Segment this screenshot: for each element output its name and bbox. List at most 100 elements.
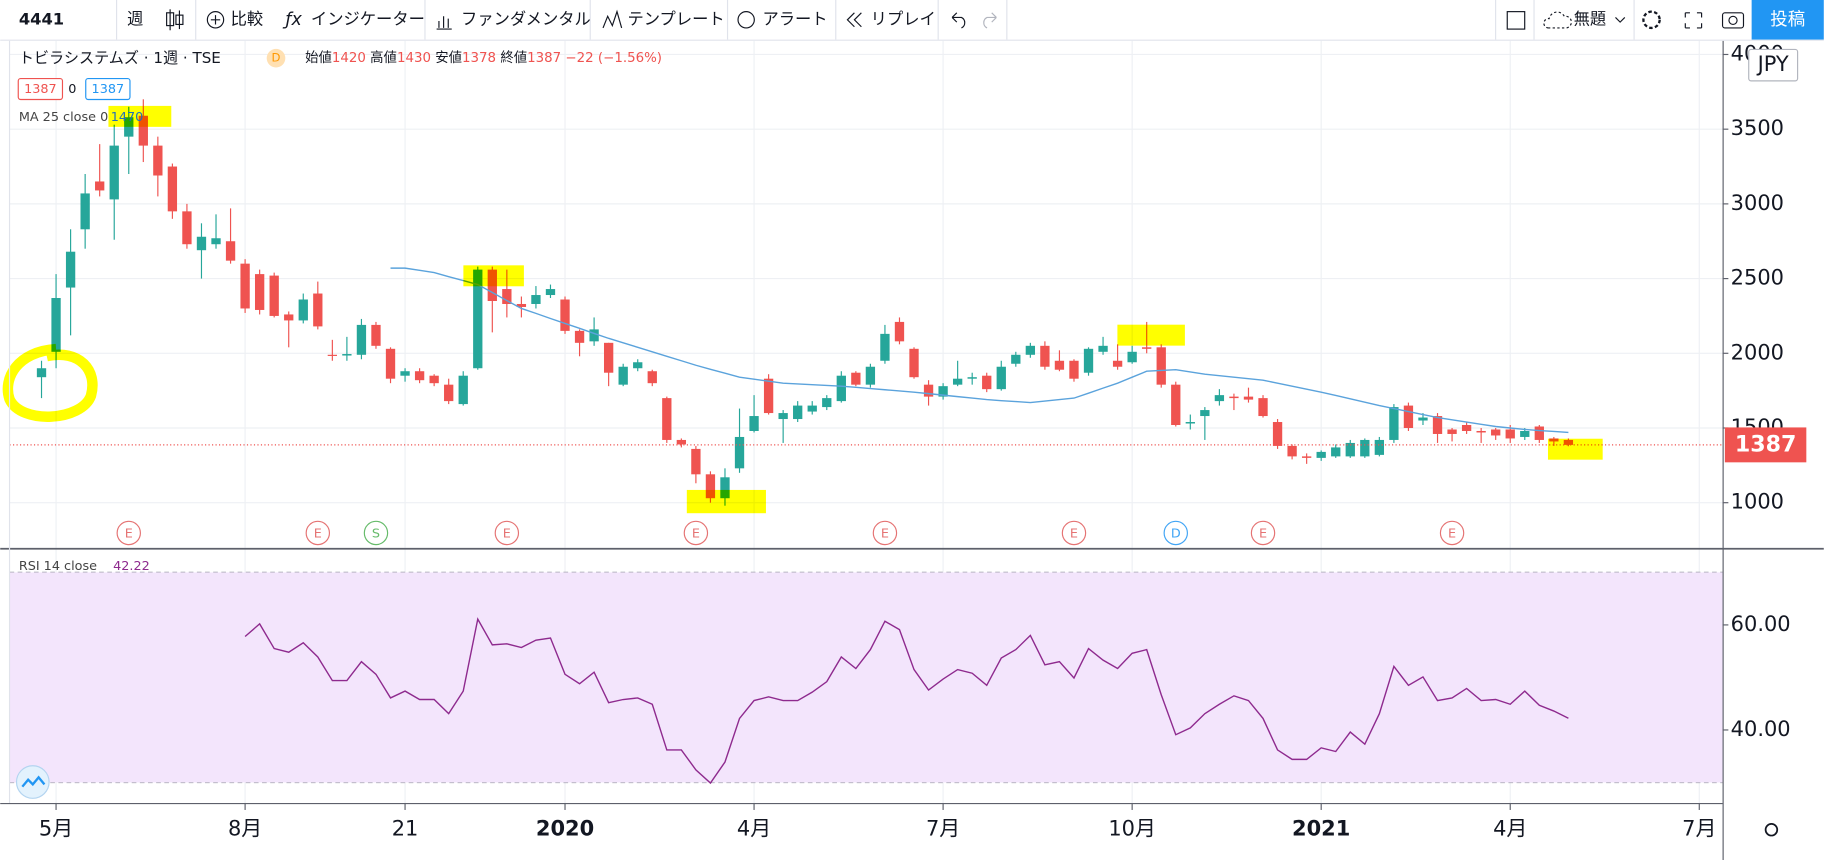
bid-box[interactable] bbox=[17, 77, 64, 101]
candle-body bbox=[182, 211, 192, 245]
candle-body bbox=[254, 274, 265, 310]
ohlc-line: 始値1420 高値1430 安値1378 終値1387 −22 (−1.56%) bbox=[305, 49, 662, 66]
x-tick-label: 2020 bbox=[536, 817, 594, 841]
candle-body bbox=[124, 117, 134, 137]
axis-settings-icon[interactable] bbox=[1764, 823, 1779, 837]
select-icon[interactable] bbox=[1506, 11, 1526, 30]
badge bbox=[266, 48, 286, 68]
fundamental-icon bbox=[436, 16, 452, 30]
snapshot-icon bbox=[1728, 15, 1738, 26]
last-price-label: 1387 bbox=[1735, 431, 1797, 457]
ohlc-label: 終値 bbox=[500, 50, 527, 66]
y-tick-label: 3000 bbox=[1731, 191, 1784, 215]
ohlc-value: 1387 bbox=[527, 51, 561, 66]
candle-body bbox=[1112, 360, 1123, 367]
candle-body bbox=[371, 324, 381, 346]
publish-button[interactable] bbox=[1751, 0, 1824, 40]
candle-body bbox=[356, 324, 367, 355]
candle-body bbox=[1011, 354, 1021, 364]
fullscreen-icon[interactable] bbox=[1684, 12, 1703, 29]
candle-body bbox=[967, 377, 977, 379]
undo-icon[interactable] bbox=[951, 12, 966, 29]
event-marker bbox=[1163, 520, 1188, 546]
candle-body bbox=[822, 398, 832, 408]
template-icon bbox=[602, 9, 623, 29]
symbol[interactable]: 4441 bbox=[19, 9, 64, 28]
event-marker bbox=[1250, 520, 1276, 546]
toolbar-item[interactable]: ファンダメンタル bbox=[461, 9, 591, 28]
candle-body bbox=[938, 386, 948, 397]
candle-body bbox=[836, 375, 846, 402]
candle-body bbox=[1229, 396, 1239, 399]
candle-body bbox=[1505, 429, 1515, 439]
candle-body bbox=[400, 371, 410, 376]
candle-body bbox=[473, 269, 483, 369]
logo[interactable] bbox=[15, 765, 50, 799]
y-tick-label: 2000 bbox=[1731, 340, 1784, 364]
toolbar-item[interactable]: 比較 bbox=[231, 9, 264, 28]
highlight bbox=[686, 489, 766, 514]
candle-body bbox=[1098, 345, 1108, 352]
toolbar-item[interactable]: リプレイ bbox=[871, 9, 936, 28]
candle-body bbox=[1214, 395, 1225, 402]
highlight bbox=[1117, 324, 1185, 346]
ohlc-value: 1378 bbox=[462, 51, 496, 66]
event-label: E bbox=[1070, 527, 1078, 542]
candle-body bbox=[691, 448, 701, 475]
candle-body bbox=[1171, 384, 1181, 426]
event-marker bbox=[116, 520, 141, 546]
interval[interactable]: 週 bbox=[127, 9, 143, 28]
candle-body bbox=[385, 348, 396, 379]
highlight bbox=[1547, 438, 1603, 460]
candle-body bbox=[749, 416, 759, 431]
candle-body bbox=[458, 375, 468, 405]
settings-icon[interactable] bbox=[1642, 10, 1661, 30]
ma-legend: MA 25 close 0 bbox=[19, 110, 108, 125]
x-tick-label: 8月 bbox=[228, 817, 262, 841]
toolbar-item[interactable]: テンプレート bbox=[627, 9, 724, 28]
redo-icon[interactable] bbox=[983, 12, 997, 29]
highlight bbox=[108, 105, 172, 127]
candle-body bbox=[284, 314, 294, 321]
currency: JPY bbox=[1756, 52, 1789, 76]
candle-body bbox=[1083, 348, 1094, 373]
candle-body bbox=[1447, 429, 1457, 434]
snapshot-icon[interactable] bbox=[1721, 12, 1745, 29]
rsi-line bbox=[244, 617, 1569, 785]
candle-body bbox=[1476, 430, 1486, 433]
candle-body bbox=[327, 354, 338, 356]
x-tick-label: 7月 bbox=[1682, 817, 1716, 841]
x-tick-label: 4月 bbox=[737, 817, 771, 841]
candle-body bbox=[1316, 451, 1326, 458]
candle-body bbox=[225, 241, 236, 261]
chart-style-icon[interactable] bbox=[166, 9, 184, 31]
event-marker bbox=[1061, 520, 1087, 546]
event-label: E bbox=[1259, 527, 1267, 542]
alert-icon bbox=[737, 11, 755, 29]
layout-name[interactable]: 無題 bbox=[1574, 9, 1607, 28]
ask: 1387 bbox=[92, 82, 125, 97]
publish-label[interactable]: 投稿 bbox=[1770, 10, 1805, 30]
candle-body bbox=[1389, 407, 1399, 440]
currency-box[interactable] bbox=[1748, 48, 1799, 82]
candle-body bbox=[65, 251, 76, 288]
candle-body bbox=[531, 295, 541, 304]
x-tick-label: 7月 bbox=[926, 817, 960, 841]
event-label: E bbox=[125, 527, 133, 542]
candle-body bbox=[996, 366, 1006, 390]
x-tick-label: 4月 bbox=[1493, 817, 1527, 841]
toolbar-item[interactable]: アラート bbox=[762, 9, 827, 28]
legend-line: トビラシステムズ · 1週 · TSE bbox=[19, 49, 221, 67]
candle-body bbox=[720, 477, 730, 499]
event-label: D bbox=[1171, 527, 1181, 542]
ask-box[interactable] bbox=[85, 77, 131, 101]
candle-body bbox=[196, 236, 207, 251]
ma-value: 1470 bbox=[111, 110, 144, 125]
rsi-value: 42.22 bbox=[113, 559, 150, 574]
candle-body bbox=[1534, 426, 1544, 440]
event-marker bbox=[305, 520, 331, 546]
toolbar-item[interactable]: インジケーター bbox=[311, 9, 425, 28]
candle-body bbox=[1069, 360, 1079, 379]
candle-body bbox=[211, 238, 221, 245]
